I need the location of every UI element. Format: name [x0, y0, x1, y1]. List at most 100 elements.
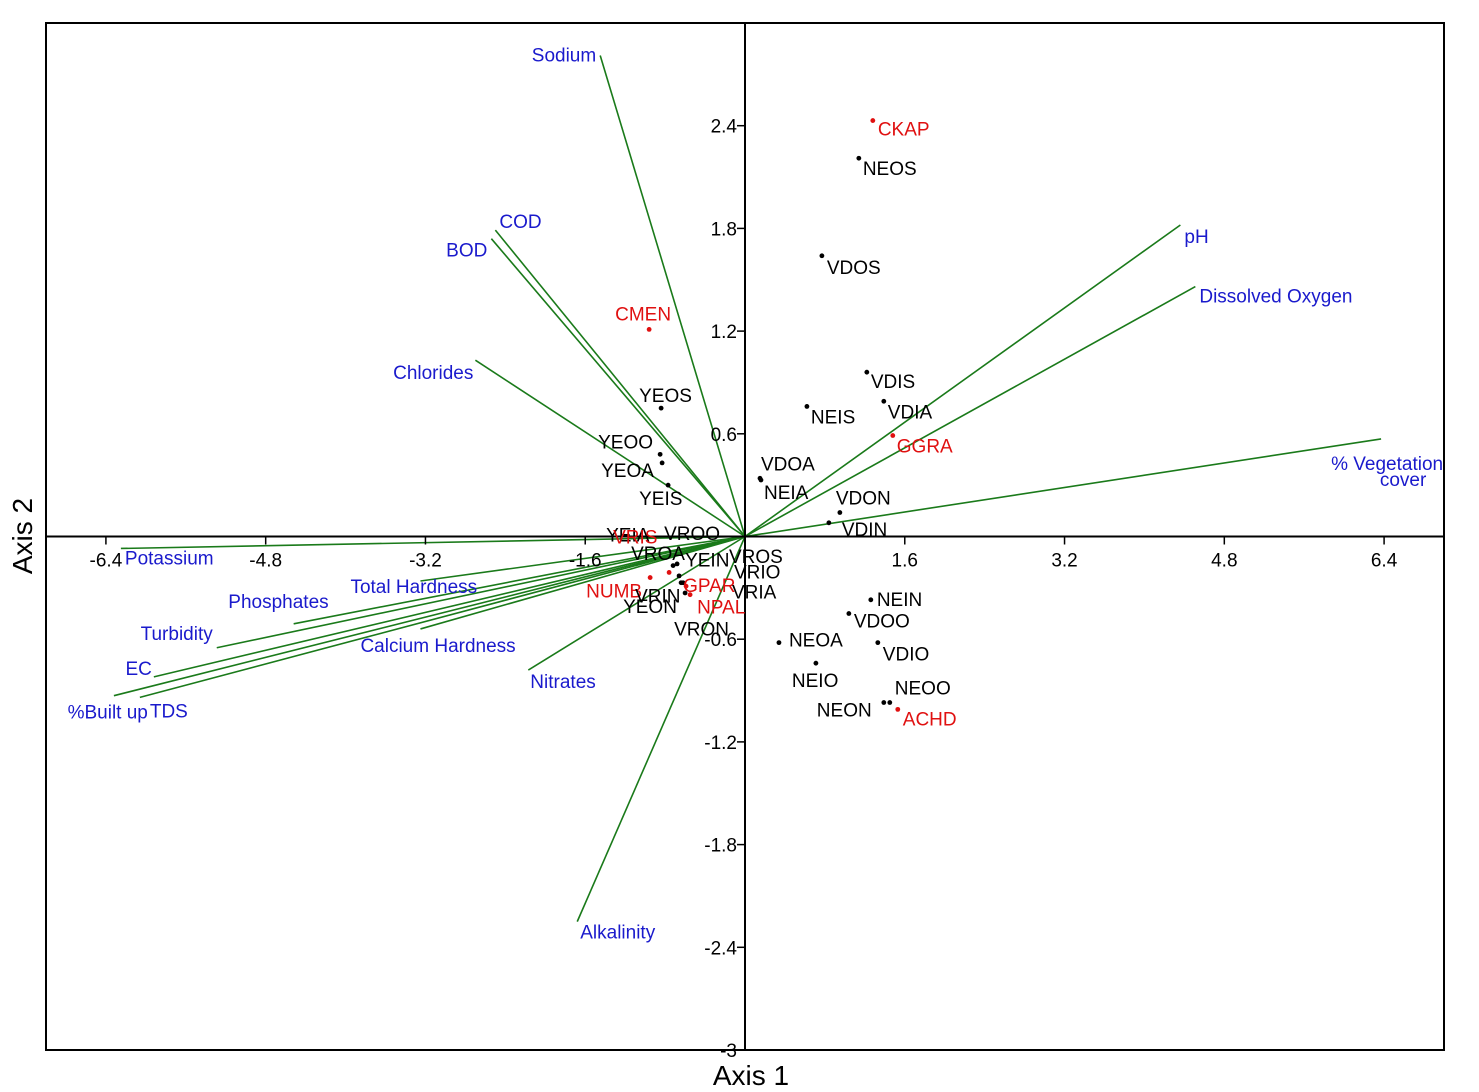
site-vdis: VDIS	[864, 369, 915, 393]
site-neoo: NEOO	[887, 679, 951, 705]
vector-label-dissolved-oxygen: Dissolved Oxygen	[1199, 287, 1352, 308]
y-axis-title: Axis 2	[7, 498, 38, 574]
vector-label-vegetation: % Vegetation	[1331, 454, 1443, 475]
site-label: YEIS	[639, 489, 682, 510]
site-label: VDOS	[827, 258, 881, 279]
tick-layer: -6.4 -4.8 -3.2 -1.6 1.6 3.2 4.8 6.4 2.4 1.8 1.2 0.6…	[90, 117, 1398, 1062]
site-yeoo: YEOO	[598, 432, 663, 457]
site-point	[670, 563, 676, 568]
site-label: GPAR	[683, 576, 735, 597]
x-tick-label: 4.8	[1211, 551, 1237, 572]
site-point	[856, 155, 862, 161]
site-label: VDIS	[871, 372, 915, 393]
site-label: YEIN	[685, 551, 729, 572]
site-vdoo: VDOO	[846, 611, 910, 633]
vector-turbidity	[216, 535, 746, 649]
site-yeos: YEOS	[639, 386, 692, 411]
site-label: NEIO	[792, 671, 838, 692]
site-label: CMEN	[615, 304, 671, 325]
site-point	[881, 700, 887, 705]
site-vdos: VDOS	[819, 253, 881, 279]
x-tick-label: 3.2	[1051, 551, 1077, 572]
site-gpar: GPAR	[683, 576, 735, 597]
site-label: VROS	[729, 547, 783, 568]
x-tick-label: 6.4	[1371, 551, 1398, 572]
site-label: VRON	[674, 619, 729, 640]
site-label: CKAP	[878, 120, 930, 141]
vector-label-layer: Sodium COD BOD Chlorides pH Dissolved Oxygen%…	[68, 46, 1443, 944]
vector-total-hardness	[420, 535, 746, 582]
site-point	[868, 597, 874, 603]
site-point	[881, 398, 887, 404]
site-point	[666, 570, 672, 575]
site-label: VRIS	[613, 527, 657, 548]
y-tick-label: -2.4	[704, 938, 737, 959]
vector-label-ec: EC	[125, 659, 151, 680]
site-label: NEIS	[811, 407, 855, 428]
vector-label-alkalinity: Alkalinity	[580, 923, 655, 944]
y-tick-label: -1.2	[704, 733, 737, 754]
vector-dissolved-oxygen	[744, 285, 1196, 538]
vector-tds	[139, 535, 746, 699]
vector-label-vegetation-line2: cover	[1380, 470, 1427, 491]
site-point	[674, 561, 680, 567]
site-label: VROA	[631, 544, 685, 565]
site-point	[813, 660, 819, 666]
site-point	[846, 611, 852, 616]
site-neia: NEIA	[758, 477, 809, 504]
vector-label-sodium: Sodium	[532, 46, 596, 67]
site-label: YEON	[623, 597, 677, 618]
vector-nitrates	[527, 535, 746, 671]
x-tick-label: 1.6	[892, 551, 918, 572]
site-yeon: YEON	[623, 590, 688, 618]
site-neon: NEON	[817, 700, 887, 722]
vector-label-phosphates: Phosphates	[228, 592, 328, 613]
site-vroo: VROO	[664, 524, 720, 567]
vector-label-chlorides: Chlorides	[393, 363, 473, 384]
site-vroa: VROA	[631, 544, 685, 579]
site-ckap: CKAP	[870, 118, 930, 141]
y-tick-label: -0.6	[704, 630, 737, 651]
site-point	[776, 640, 782, 646]
vector-label-cod: COD	[499, 212, 541, 233]
site-point	[646, 326, 652, 332]
y-tick-label: -1.8	[704, 836, 737, 857]
site-point	[683, 583, 689, 589]
x-tick-label: -4.8	[249, 551, 282, 572]
site-label: NUMB	[586, 582, 642, 603]
site-point	[647, 575, 653, 580]
site-yeia: YEIA	[606, 526, 676, 568]
site-label: VRIN	[635, 587, 680, 608]
site-point	[837, 510, 843, 515]
site-label: YEIA	[606, 526, 650, 547]
vector-label-ph: pH	[1184, 227, 1208, 248]
vector-alkalinity	[576, 536, 746, 922]
site-yeis: YEIS	[639, 482, 682, 510]
site-cmen: CMEN	[615, 304, 671, 332]
site-vdio: VDIO	[875, 640, 929, 666]
site-label: GGRA	[897, 437, 953, 458]
vector-chlorides	[474, 359, 746, 538]
site-neis: NEIS	[804, 404, 855, 428]
vector-phosphates	[293, 535, 746, 625]
site-vrio: VRIO	[734, 562, 780, 583]
site-point	[890, 433, 896, 438]
site-label: NEOS	[863, 159, 917, 180]
vector-label-tds: TDS	[150, 701, 188, 722]
vector-label-calcium-hardness: Calcium Hardness	[360, 636, 515, 657]
site-neoa: NEOA	[776, 631, 843, 652]
site-label: VDOA	[761, 454, 815, 475]
site-point	[819, 253, 825, 259]
site-point	[870, 118, 876, 123]
vector-label-built-up: %Built up	[68, 703, 148, 724]
site-point	[657, 451, 663, 457]
site-neio: NEIO	[792, 660, 838, 692]
site-label: VRIA	[732, 582, 777, 603]
site-point	[875, 640, 881, 646]
site-vrin: VRIN	[635, 580, 686, 608]
site-neos: NEOS	[856, 155, 917, 180]
vector-layer	[113, 55, 1382, 922]
site-point	[895, 706, 901, 712]
site-label: VDON	[836, 489, 891, 510]
